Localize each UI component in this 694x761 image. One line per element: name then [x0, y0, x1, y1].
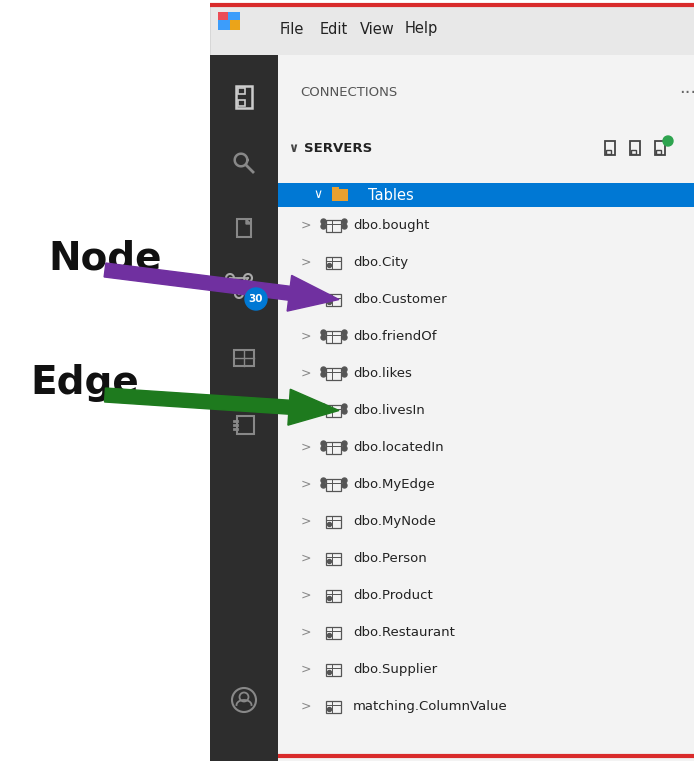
- Text: dbo.livesIn: dbo.livesIn: [353, 404, 425, 417]
- Circle shape: [328, 633, 332, 638]
- Text: dbo.Product: dbo.Product: [353, 589, 433, 602]
- Circle shape: [321, 483, 326, 488]
- Circle shape: [342, 224, 347, 229]
- Circle shape: [321, 441, 326, 446]
- Circle shape: [328, 263, 332, 268]
- Text: dbo.likes: dbo.likes: [353, 367, 412, 380]
- Circle shape: [328, 670, 332, 674]
- Circle shape: [328, 708, 332, 712]
- Text: >: >: [301, 700, 311, 713]
- FancyBboxPatch shape: [278, 55, 694, 761]
- Circle shape: [342, 404, 347, 409]
- Text: File: File: [280, 21, 305, 37]
- Text: >: >: [301, 219, 311, 232]
- Text: >: >: [301, 552, 311, 565]
- Text: Edit: Edit: [320, 21, 348, 37]
- Circle shape: [321, 330, 326, 335]
- Circle shape: [342, 409, 347, 414]
- Text: >: >: [301, 626, 311, 639]
- Circle shape: [328, 559, 332, 563]
- Circle shape: [321, 404, 326, 409]
- Text: >: >: [301, 663, 311, 676]
- Text: dbo.Restaurant: dbo.Restaurant: [353, 626, 455, 639]
- Circle shape: [321, 372, 326, 377]
- Text: >: >: [301, 256, 311, 269]
- Circle shape: [342, 441, 347, 446]
- Text: Help: Help: [405, 21, 438, 37]
- Circle shape: [663, 136, 673, 146]
- Circle shape: [321, 367, 326, 372]
- Text: ···: ···: [679, 84, 694, 102]
- Circle shape: [321, 224, 326, 229]
- Circle shape: [342, 372, 347, 377]
- Text: dbo.Customer: dbo.Customer: [353, 293, 447, 306]
- Circle shape: [328, 301, 332, 304]
- Circle shape: [342, 446, 347, 451]
- Text: dbo.locatedIn: dbo.locatedIn: [353, 441, 443, 454]
- Text: >: >: [301, 478, 311, 491]
- Circle shape: [321, 335, 326, 340]
- Text: dbo.Supplier: dbo.Supplier: [353, 663, 437, 676]
- Text: >: >: [301, 589, 311, 602]
- Text: ∨: ∨: [313, 189, 322, 202]
- Text: Edge: Edge: [30, 364, 139, 402]
- Text: dbo.friendOf: dbo.friendOf: [353, 330, 437, 343]
- Text: >: >: [301, 330, 311, 343]
- Text: CONNECTIONS: CONNECTIONS: [300, 87, 397, 100]
- FancyBboxPatch shape: [210, 55, 278, 761]
- Circle shape: [245, 288, 267, 310]
- Text: ∨: ∨: [288, 142, 298, 154]
- Circle shape: [321, 219, 326, 224]
- Text: >: >: [301, 367, 311, 380]
- Text: View: View: [360, 21, 395, 37]
- FancyBboxPatch shape: [218, 12, 240, 30]
- Polygon shape: [105, 388, 339, 425]
- FancyBboxPatch shape: [218, 12, 228, 20]
- Text: dbo.MyEdge: dbo.MyEdge: [353, 478, 434, 491]
- Text: dbo.City: dbo.City: [353, 256, 408, 269]
- FancyBboxPatch shape: [210, 5, 694, 55]
- FancyBboxPatch shape: [230, 20, 240, 30]
- Circle shape: [342, 478, 347, 483]
- FancyBboxPatch shape: [278, 183, 694, 207]
- Text: matching.ColumnValue: matching.ColumnValue: [353, 700, 508, 713]
- Polygon shape: [246, 219, 251, 224]
- Text: >: >: [301, 293, 311, 306]
- Circle shape: [342, 483, 347, 488]
- Text: dbo.MyNode: dbo.MyNode: [353, 515, 436, 528]
- Text: 30: 30: [248, 294, 263, 304]
- Circle shape: [328, 597, 332, 600]
- Circle shape: [328, 523, 332, 527]
- FancyBboxPatch shape: [332, 187, 339, 191]
- Text: dbo.Person: dbo.Person: [353, 552, 427, 565]
- Circle shape: [342, 367, 347, 372]
- Circle shape: [321, 446, 326, 451]
- Circle shape: [342, 335, 347, 340]
- Text: >: >: [301, 404, 311, 417]
- Text: >: >: [301, 515, 311, 528]
- FancyBboxPatch shape: [332, 189, 348, 201]
- Text: Node: Node: [48, 239, 162, 277]
- Text: Tables: Tables: [368, 187, 414, 202]
- Circle shape: [342, 330, 347, 335]
- Circle shape: [342, 219, 347, 224]
- Circle shape: [321, 409, 326, 414]
- Text: SERVERS: SERVERS: [304, 142, 372, 154]
- Polygon shape: [104, 263, 339, 311]
- Text: >: >: [301, 441, 311, 454]
- Text: dbo.bought: dbo.bought: [353, 219, 430, 232]
- Circle shape: [321, 478, 326, 483]
